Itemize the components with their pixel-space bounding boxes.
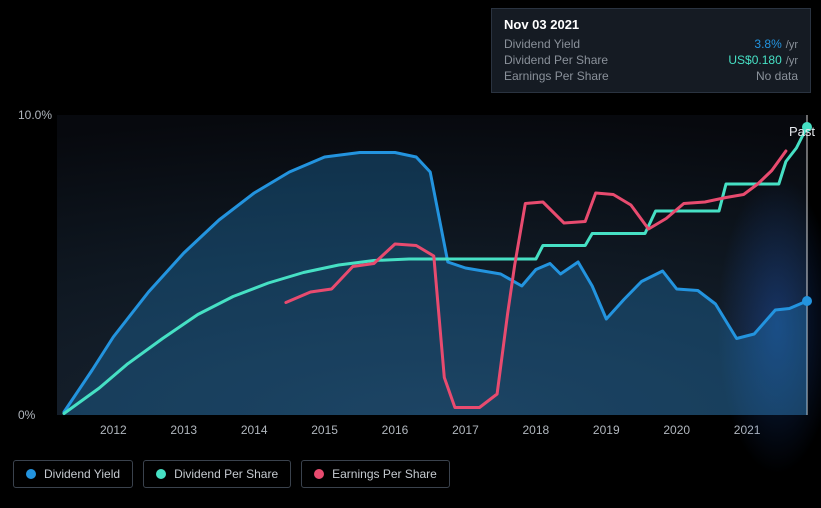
tooltip-date: Nov 03 2021	[504, 17, 798, 32]
x-axis-label: 2021	[734, 423, 761, 437]
legend-item-earnings_per_share[interactable]: Earnings Per Share	[301, 460, 450, 488]
legend-item-label: Earnings Per Share	[332, 467, 437, 481]
x-axis-label: 2012	[100, 423, 127, 437]
tooltip-row-suffix: /yr	[786, 39, 798, 51]
legend-marker-icon	[26, 469, 36, 479]
y-axis-label: 10.0%	[18, 108, 52, 122]
x-axis-label: 2017	[452, 423, 479, 437]
plot-svg	[57, 115, 807, 415]
legend-item-label: Dividend Yield	[44, 467, 120, 481]
x-axis-label: 2014	[241, 423, 268, 437]
legend-item-label: Dividend Per Share	[174, 467, 278, 481]
x-axis-label: 2016	[382, 423, 409, 437]
tooltip-row-suffix: /yr	[786, 55, 798, 67]
legend-marker-icon	[156, 469, 166, 479]
series-end-marker-dividend_yield	[802, 296, 812, 306]
chart-legend: Dividend Yield Dividend Per Share Earnings…	[13, 460, 450, 488]
x-axis-label: 2013	[170, 423, 197, 437]
x-axis-label: 2015	[311, 423, 338, 437]
legend-marker-icon	[314, 469, 324, 479]
legend-item-dividend_yield[interactable]: Dividend Yield	[13, 460, 133, 488]
tooltip-row-value: No data	[756, 69, 798, 83]
x-axis-label: 2020	[663, 423, 690, 437]
y-axis-label: 0%	[18, 408, 35, 422]
tooltip-row-value: 3.8%	[754, 37, 781, 51]
x-axis-label: 2019	[593, 423, 620, 437]
tooltip-row: Dividend Per Share US$0.180/yr	[504, 52, 798, 68]
x-axis-label: 2018	[523, 423, 550, 437]
past-label: Past	[789, 124, 815, 139]
plot-area	[57, 115, 807, 415]
tooltip-row: Dividend Yield 3.8% /yr	[504, 36, 798, 52]
tooltip-row-label: Earnings Per Share	[504, 69, 609, 83]
tooltip-row-value: US$0.180	[728, 53, 781, 67]
dividend-chart: Nov 03 2021 Dividend Yield3.8%/yrDividen…	[0, 0, 821, 508]
chart-tooltip: Nov 03 2021 Dividend Yield3.8%/yrDividen…	[491, 8, 811, 93]
tooltip-row: Earnings Per Share No data	[504, 68, 798, 84]
tooltip-row-label: Dividend Per Share	[504, 53, 608, 67]
legend-item-dividend_per_share[interactable]: Dividend Per Share	[143, 460, 291, 488]
tooltip-row-label: Dividend Yield	[504, 37, 580, 51]
